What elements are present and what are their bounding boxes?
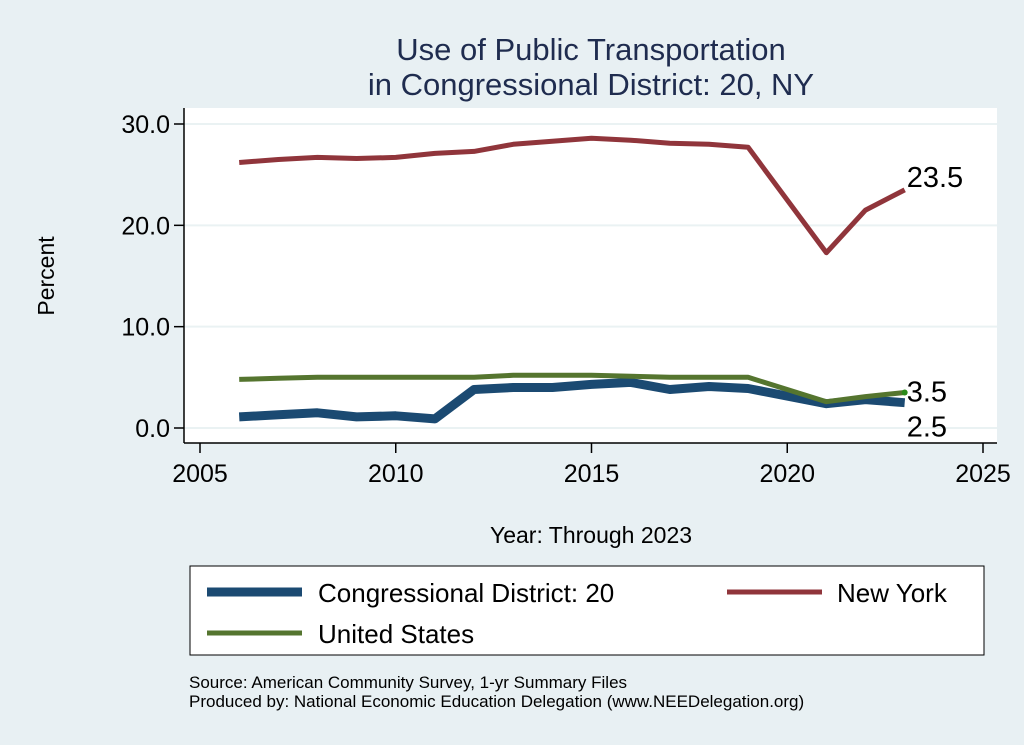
chart-title-line-2: in Congressional District: 20, NY (368, 67, 814, 102)
x-axis-title: Year: Through 2023 (490, 522, 692, 548)
end-marker-united-states (901, 389, 908, 396)
x-tick-label: 2005 (172, 460, 228, 488)
legend: Congressional District: 20 New York Unit… (189, 565, 985, 656)
y-tick-label: 30.0 (121, 111, 170, 139)
legend-label-united-states: United States (318, 619, 474, 649)
x-tick-label: 2010 (368, 460, 424, 488)
y-axis-title: Percent (33, 236, 59, 316)
chart-title-line-1: Use of Public Transportation (396, 32, 785, 67)
x-axis-ticks: 2005 2010 2015 2020 2025 (172, 443, 1011, 488)
gridlines (184, 123, 997, 429)
end-label-cd20: 2.5 (907, 412, 947, 444)
y-axis-ticks: 0.0 10.0 20.0 30.0 (121, 111, 184, 443)
x-tick-label: 2020 (759, 460, 815, 488)
y-tick-label: 0.0 (135, 415, 170, 443)
end-labels: 2.5 23.5 3.5 (907, 162, 963, 444)
end-label-united-states: 3.5 (907, 377, 947, 409)
series-line-cd20 (238, 377, 906, 424)
end-label-new-york: 23.5 (907, 162, 963, 194)
legend-box (189, 565, 985, 656)
source-note: Source: American Community Survey, 1-yr … (189, 673, 627, 692)
x-tick-label: 2015 (564, 460, 620, 488)
series-line-new-york (239, 135, 906, 256)
series-line-united-states (239, 372, 905, 405)
y-tick-label: 20.0 (121, 212, 170, 240)
x-tick-label: 2025 (955, 460, 1011, 488)
y-tick-label: 10.0 (121, 314, 170, 342)
legend-label-cd20: Congressional District: 20 (318, 578, 614, 608)
produced-by-note: Produced by: National Economic Education… (189, 692, 804, 711)
series-layer (238, 135, 908, 424)
legend-label-new-york: New York (837, 578, 948, 608)
